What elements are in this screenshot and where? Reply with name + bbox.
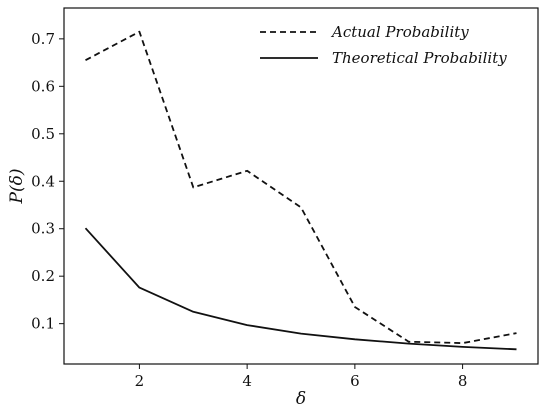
- y-tick-label-1: 0.2: [31, 267, 55, 285]
- y-tick-label-3: 0.4: [31, 172, 55, 190]
- x-tick-label-1: 4: [242, 372, 252, 390]
- legend: Actual Probability Theoretical Probabili…: [260, 23, 507, 67]
- y-tick-label-2: 0.3: [31, 220, 55, 238]
- x-tick-label-0: 2: [135, 372, 145, 390]
- plot-frame: [63, 7, 539, 365]
- x-axis-label: δ: [296, 389, 306, 409]
- y-tick-label-6: 0.7: [31, 30, 55, 48]
- legend-label-theoretical: Theoretical Probability: [332, 49, 507, 67]
- x-tick-label-3: 8: [458, 372, 468, 390]
- legend-label-actual: Actual Probability: [330, 23, 469, 41]
- y-axis-label: P(δ): [7, 169, 27, 205]
- series-line-1: [84, 227, 517, 351]
- series-line-0: [85, 30, 517, 345]
- y-tick-label-5: 0.6: [31, 77, 55, 95]
- series-layer: [84, 30, 517, 351]
- y-tick-label-4: 0.5: [31, 125, 55, 143]
- y-tick-label-0: 0.1: [31, 315, 55, 333]
- ticks-layer: 2 4 6 8 0.1 0.2 0.3 0.4 0.5 0.6 0.7: [31, 30, 467, 390]
- x-tick-label-2: 6: [350, 372, 360, 390]
